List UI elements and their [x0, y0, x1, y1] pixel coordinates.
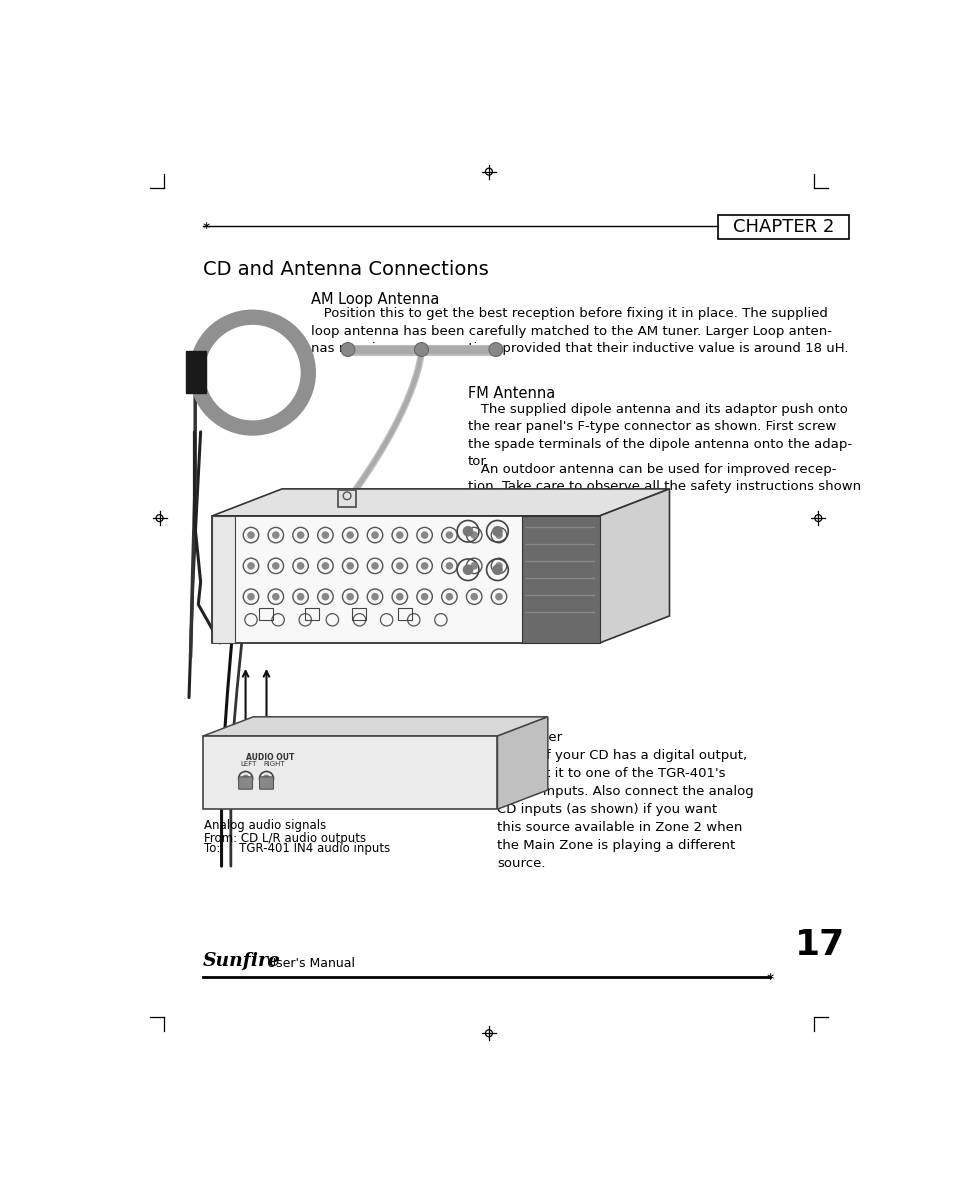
- Circle shape: [347, 563, 353, 569]
- Circle shape: [471, 563, 476, 569]
- Circle shape: [273, 532, 278, 538]
- Circle shape: [496, 594, 501, 600]
- Text: RIGHT: RIGHT: [263, 761, 285, 767]
- FancyBboxPatch shape: [212, 515, 599, 643]
- Circle shape: [446, 594, 452, 600]
- Text: An outdoor antenna can be used for improved recep-
tion. Take care to observe al: An outdoor antenna can be used for impro…: [468, 463, 861, 511]
- Circle shape: [493, 565, 501, 574]
- Circle shape: [471, 532, 476, 538]
- Text: CD Player: CD Player: [497, 730, 562, 743]
- Circle shape: [396, 594, 402, 600]
- Circle shape: [242, 775, 249, 781]
- Circle shape: [248, 563, 253, 569]
- Circle shape: [273, 563, 278, 569]
- Circle shape: [340, 342, 355, 357]
- Text: From: CD L/R audio outputs: From: CD L/R audio outputs: [204, 832, 366, 845]
- Polygon shape: [212, 489, 669, 515]
- Circle shape: [347, 532, 353, 538]
- FancyBboxPatch shape: [717, 215, 848, 240]
- FancyBboxPatch shape: [186, 351, 206, 394]
- FancyBboxPatch shape: [212, 515, 235, 643]
- Circle shape: [263, 775, 270, 781]
- Text: Analog audio signals: Analog audio signals: [204, 820, 327, 833]
- Circle shape: [322, 532, 328, 538]
- Circle shape: [421, 594, 427, 600]
- Circle shape: [273, 594, 278, 600]
- Circle shape: [421, 563, 427, 569]
- Text: Position this to get the best reception before fixing it in place. The supplied
: Position this to get the best reception …: [311, 307, 848, 356]
- Polygon shape: [599, 489, 669, 643]
- Circle shape: [396, 563, 402, 569]
- Text: The supplied dipole antenna and its adaptor push onto
the rear panel's F-type co: The supplied dipole antenna and its adap…: [468, 403, 851, 468]
- Text: ∗: ∗: [201, 222, 211, 231]
- Text: CHAPTER 2: CHAPTER 2: [732, 218, 833, 236]
- Circle shape: [322, 563, 328, 569]
- FancyBboxPatch shape: [521, 515, 599, 643]
- Circle shape: [297, 532, 303, 538]
- Text: User's Manual: User's Manual: [262, 957, 355, 970]
- Circle shape: [372, 563, 377, 569]
- Circle shape: [463, 565, 472, 574]
- Text: ∗: ∗: [764, 972, 774, 982]
- Circle shape: [421, 532, 427, 538]
- FancyBboxPatch shape: [203, 736, 497, 809]
- Text: 17: 17: [794, 928, 844, 962]
- Circle shape: [248, 532, 253, 538]
- Circle shape: [496, 563, 501, 569]
- Circle shape: [488, 342, 502, 357]
- Text: FM Antenna: FM Antenna: [468, 387, 555, 402]
- Text: CD and Antenna Connections: CD and Antenna Connections: [203, 260, 488, 279]
- Circle shape: [496, 532, 501, 538]
- Circle shape: [493, 526, 501, 536]
- Circle shape: [446, 532, 452, 538]
- Circle shape: [297, 563, 303, 569]
- Text: LEFT: LEFT: [240, 761, 256, 767]
- Text: Sunfire: Sunfire: [203, 952, 280, 970]
- Text: NOTE: If your CD has a digital output,
connect it to one of the TGR-401's
digita: NOTE: If your CD has a digital output, c…: [497, 749, 754, 870]
- Circle shape: [297, 594, 303, 600]
- Circle shape: [372, 532, 377, 538]
- Text: AM Loop Antenna: AM Loop Antenna: [311, 292, 439, 307]
- Circle shape: [471, 594, 476, 600]
- Text: To:     TGR-401 IN4 audio inputs: To: TGR-401 IN4 audio inputs: [204, 842, 391, 855]
- Circle shape: [396, 532, 402, 538]
- Circle shape: [248, 594, 253, 600]
- Circle shape: [322, 594, 328, 600]
- Circle shape: [415, 342, 428, 357]
- Text: AUDIO OUT: AUDIO OUT: [245, 753, 294, 762]
- Circle shape: [372, 594, 377, 600]
- FancyBboxPatch shape: [238, 777, 253, 790]
- FancyBboxPatch shape: [259, 777, 274, 790]
- Circle shape: [446, 563, 452, 569]
- Circle shape: [463, 526, 472, 536]
- Circle shape: [347, 594, 353, 600]
- Polygon shape: [203, 717, 547, 736]
- Polygon shape: [497, 717, 547, 809]
